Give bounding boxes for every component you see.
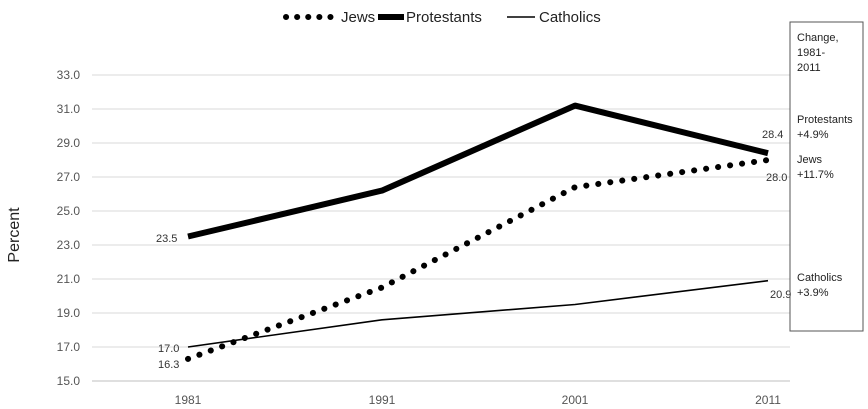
legend: Jews Protestants Catholics — [283, 9, 601, 26]
data-label-protestants-1981: 23.5 — [156, 233, 177, 245]
x-tick-label: 1991 — [369, 393, 396, 407]
change-jews-value: +11.7% — [797, 169, 834, 181]
change-box-title-line-3: 2011 — [797, 62, 821, 74]
y-tick-label: 15.0 — [57, 374, 81, 388]
data-label-catholics-2011: 20.9 — [770, 289, 791, 301]
y-tick-label: 25.0 — [57, 204, 81, 218]
change-jews-name: Jews — [797, 154, 823, 166]
series-line-jews — [185, 157, 771, 362]
x-axis-ticks: 1981 1991 2001 2011 — [175, 393, 782, 407]
change-protestants-name: Protestants — [797, 114, 853, 126]
data-label-protestants-2011: 28.4 — [762, 129, 783, 141]
y-tick-label: 33.0 — [57, 68, 81, 82]
legend-jews-label: Jews — [341, 9, 375, 26]
change-box-frame — [789, 21, 864, 332]
change-box-title-line-2: 1981- — [797, 47, 825, 59]
data-labels: 23.5 17.0 16.3 28.4 28.0 20.9 — [156, 129, 791, 371]
change-box-title-line-1: Change, — [797, 32, 839, 44]
y-axis-ticks: 15.0 17.0 19.0 21.0 23.0 25.0 27.0 29.0 31.0 33.0 — [57, 68, 81, 388]
x-tick-label: 1981 — [175, 393, 202, 407]
gridlines — [92, 74, 790, 382]
y-axis-label: Percent — [6, 207, 23, 263]
y-tick-label: 29.0 — [57, 136, 81, 150]
data-label-jews-1981: 16.3 — [158, 359, 179, 371]
y-tick-label: 19.0 — [57, 306, 81, 320]
x-tick-label: 2001 — [562, 393, 589, 407]
change-protestants-value: +4.9% — [797, 129, 829, 141]
series-points — [188, 106, 768, 360]
y-tick-label: 23.0 — [57, 238, 81, 252]
y-tick-label: 27.0 — [57, 170, 81, 184]
legend-catholics-label: Catholics — [539, 9, 601, 26]
series-line-catholics — [187, 279, 769, 348]
data-label-catholics-1981: 17.0 — [158, 343, 179, 355]
change-catholics-value: +3.9% — [797, 287, 829, 299]
y-tick-label: 21.0 — [57, 272, 81, 286]
y-tick-label: 17.0 — [57, 340, 81, 354]
legend-protestants-label: Protestants — [406, 9, 482, 26]
series-line-protestants — [187, 102, 769, 240]
x-tick-label: 2011 — [755, 393, 781, 407]
series-lines — [185, 102, 771, 362]
y-tick-label: 31.0 — [57, 102, 81, 116]
change-box: Change, 1981- 2011 Protestants +4.9% Jew… — [789, 21, 864, 332]
data-label-jews-2011: 28.0 — [766, 172, 787, 184]
change-catholics-name: Catholics — [797, 272, 843, 284]
